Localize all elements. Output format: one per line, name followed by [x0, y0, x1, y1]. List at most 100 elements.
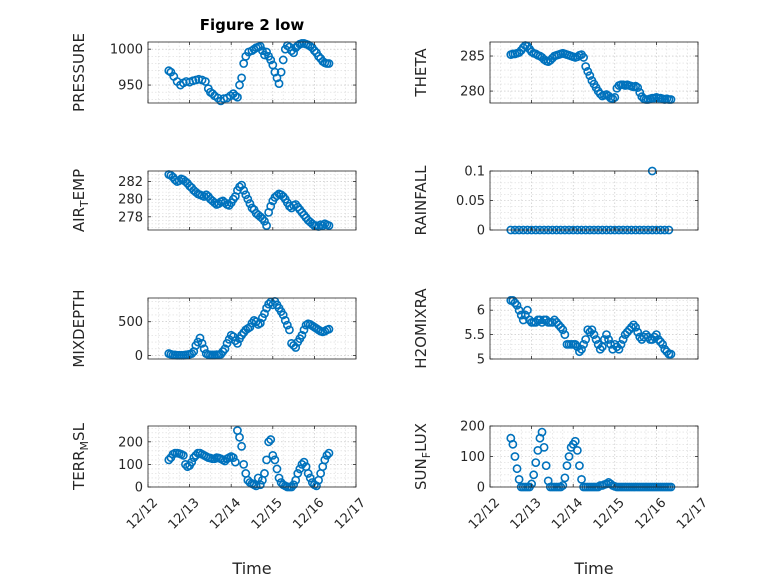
y-axis-label: SUNFLUX	[412, 423, 433, 490]
y-tick-label: 100	[460, 450, 485, 465]
data-point	[579, 339, 588, 349]
y-tick-label: 100	[118, 458, 143, 473]
axes-box	[147, 425, 357, 488]
data-point	[527, 479, 536, 489]
data-point	[282, 320, 292, 330]
x-tick-label: 12/14	[207, 495, 244, 532]
data-point	[633, 327, 643, 337]
y-tick-label: 280	[118, 193, 143, 208]
data-point	[512, 300, 522, 310]
y-axis-label: AIRTEMP	[70, 169, 91, 232]
data-point	[577, 344, 586, 354]
data-point	[237, 180, 246, 190]
data-point	[230, 457, 240, 467]
data-point	[289, 48, 298, 58]
data-point	[293, 469, 303, 478]
data-point	[257, 46, 267, 56]
data-point	[324, 448, 334, 458]
subplot-terr_msl: 0 100 200 12/12 12/13 12/14 12/15 12/16 12/17 TER…	[70, 422, 369, 532]
subplot-sun_flux: 0 100 200 12/12 12/13 12/14 12/15 12/16 12/17 SUN…	[412, 420, 711, 533]
data-point	[514, 474, 524, 484]
data-point	[255, 41, 265, 51]
y-tick-label: 1000	[110, 43, 143, 58]
data-point	[535, 315, 545, 325]
y-tick-label: 0	[135, 481, 143, 496]
data-point	[268, 450, 278, 460]
y-tick-label: 0.05	[456, 194, 485, 209]
data-point	[299, 325, 309, 335]
data-point	[239, 460, 249, 469]
subplot-rainfall: 0 0.05 0.1 RAINFALL	[412, 165, 699, 239]
data-point	[228, 453, 238, 463]
data-point	[164, 455, 174, 465]
axes-box	[489, 41, 699, 104]
data-point	[264, 437, 274, 447]
data-point	[297, 330, 307, 340]
data-point	[658, 339, 668, 349]
data-point	[278, 310, 288, 320]
data-point	[178, 450, 188, 460]
axes-box	[489, 297, 699, 360]
y-tick-label: 278	[118, 210, 143, 225]
x-tick-label: 12/15	[249, 495, 286, 532]
data-point	[570, 339, 580, 349]
data-point	[303, 469, 313, 478]
data-point	[560, 473, 570, 483]
data-point	[245, 199, 255, 208]
y-tick-label: 200	[118, 435, 143, 450]
x-tick-label: 12/15	[591, 495, 628, 532]
data-point	[312, 481, 321, 491]
data-point	[260, 469, 269, 478]
data-point	[523, 305, 532, 315]
data-point	[618, 335, 628, 344]
y-tick-label: 5	[477, 353, 485, 368]
y-tick-label: 0	[477, 481, 485, 496]
data-point	[558, 325, 568, 335]
axes-box	[147, 297, 357, 360]
data-point	[516, 310, 526, 320]
data-point	[274, 79, 284, 89]
data-point	[208, 89, 217, 99]
data-point	[616, 339, 626, 349]
data-point	[558, 481, 568, 490]
data-point	[575, 461, 584, 471]
data-point	[629, 320, 638, 330]
data-point	[529, 470, 539, 480]
y-tick-label: 500	[118, 315, 143, 330]
data-point	[266, 435, 276, 444]
data-point	[274, 473, 284, 483]
data-point	[187, 457, 197, 467]
y-axis-label: RAINFALL	[412, 165, 430, 236]
data-point	[262, 47, 271, 57]
x-tick-label: 12/13	[508, 495, 545, 532]
data-point	[570, 436, 580, 446]
data-point	[581, 62, 591, 71]
data-point	[652, 330, 661, 339]
data-point	[289, 480, 298, 490]
data-point	[572, 445, 582, 455]
data-point	[666, 349, 676, 359]
data-point	[589, 330, 599, 339]
data-point	[174, 176, 184, 186]
data-point	[239, 185, 249, 195]
y-axis-label: TERRMSL	[70, 422, 91, 491]
x-tick-label: 12/17	[674, 495, 711, 532]
x-tick-label: 12/16	[632, 495, 669, 532]
data-point	[633, 83, 643, 92]
data-point	[318, 221, 328, 230]
x-axis-label-left: Time	[231, 559, 271, 578]
data-point	[512, 464, 522, 474]
data-point	[255, 318, 265, 328]
figure-title: Figure 2 low	[200, 16, 305, 34]
data-point	[577, 474, 586, 484]
data-point	[510, 452, 520, 461]
data-point	[627, 322, 636, 332]
data-point	[220, 344, 230, 354]
data-point	[635, 88, 645, 97]
data-point	[324, 324, 334, 334]
subplot-air_temp: 278 280 282 AIRTEMP	[70, 169, 357, 232]
y-tick-label: 200	[460, 420, 485, 435]
data-point	[210, 198, 219, 208]
data-point	[656, 337, 665, 347]
